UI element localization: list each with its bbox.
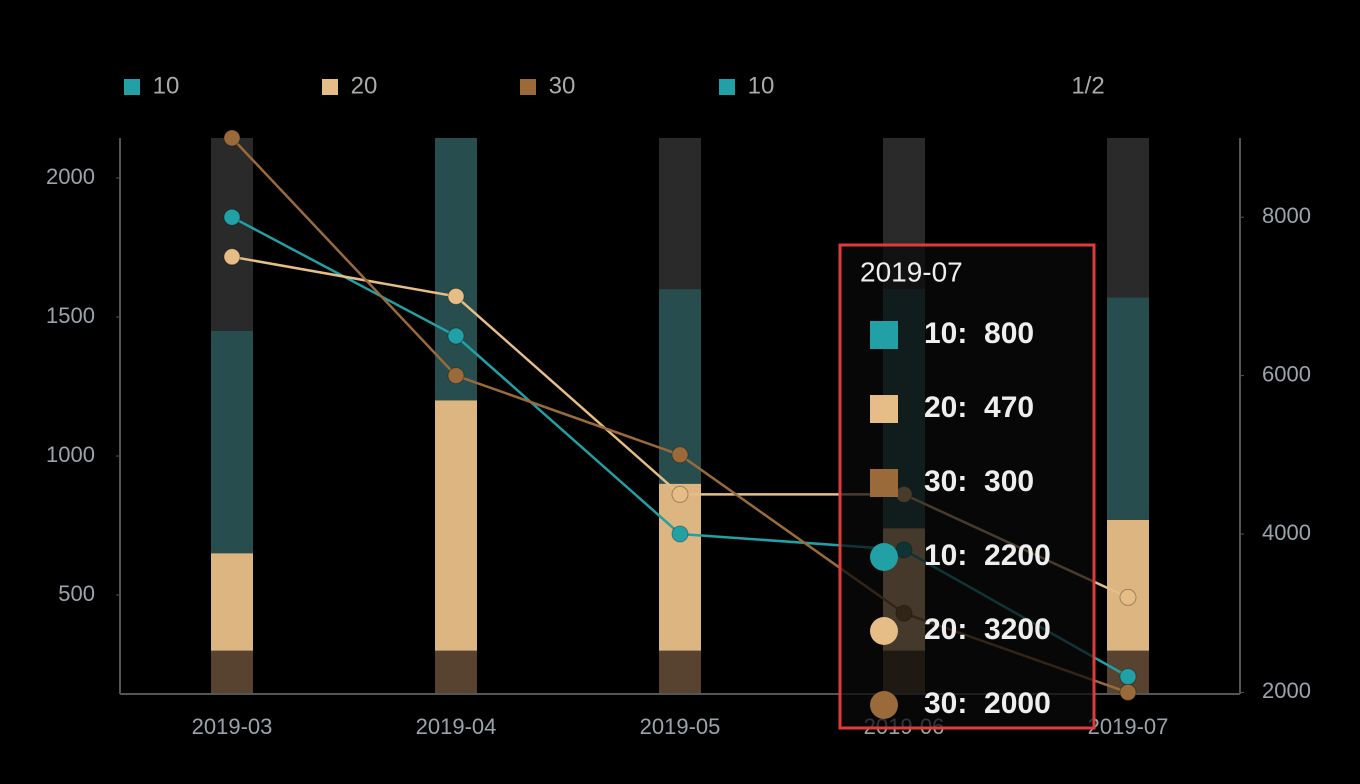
line-point xyxy=(447,287,465,305)
tooltip-icon xyxy=(870,691,898,719)
bar xyxy=(659,650,701,694)
bar xyxy=(1107,297,1149,520)
line-point xyxy=(223,208,241,226)
x-tick-label: 2019-07 xyxy=(1088,714,1169,739)
legend-label: 10 xyxy=(748,72,775,99)
x-tick-label: 2019-05 xyxy=(640,714,721,739)
bar xyxy=(659,483,701,651)
line-point xyxy=(447,327,465,345)
tooltip-icon xyxy=(870,395,898,423)
y-tick-label: 1000 xyxy=(46,442,95,467)
tooltip-entry: 10: 800 xyxy=(924,317,1034,350)
tooltip-entry: 10: 2200 xyxy=(924,539,1051,572)
bar xyxy=(211,650,253,694)
y-tick-label: 2000 xyxy=(46,164,95,189)
tooltip-title: 2019-07 xyxy=(860,256,963,287)
y2-tick-label: 6000 xyxy=(1262,361,1311,386)
line-point xyxy=(671,485,689,503)
legend-swatch xyxy=(322,79,338,95)
legend-swatch xyxy=(719,79,735,95)
line-point xyxy=(671,525,689,543)
legend-swatch xyxy=(520,79,536,95)
bar xyxy=(211,330,253,554)
legend-label: 20 xyxy=(351,72,378,99)
tooltip-entry: 30: 300 xyxy=(924,465,1034,498)
bar xyxy=(435,400,477,651)
legend-label: 30 xyxy=(549,72,576,99)
tooltip-entry: 20: 3200 xyxy=(924,613,1051,646)
bar xyxy=(435,138,477,401)
y-tick-label: 500 xyxy=(58,581,95,606)
legend-page[interactable]: 1/2 xyxy=(1071,72,1104,99)
y2-tick-label: 2000 xyxy=(1262,678,1311,703)
tooltip-entry: 30: 2000 xyxy=(924,687,1051,720)
tooltip-icon xyxy=(870,543,898,571)
y-tick-label: 1500 xyxy=(46,303,95,328)
x-tick-label: 2019-03 xyxy=(192,714,273,739)
line-point xyxy=(447,367,465,385)
line-point xyxy=(1119,668,1137,686)
tooltip-entry: 20: 470 xyxy=(924,391,1034,424)
x-tick-label: 2019-04 xyxy=(416,714,497,739)
y2-tick-label: 8000 xyxy=(1262,203,1311,228)
tooltip-icon xyxy=(870,321,898,349)
bar xyxy=(1107,519,1149,651)
tooltip-icon xyxy=(870,617,898,645)
line-point xyxy=(1119,588,1137,606)
bar xyxy=(435,650,477,694)
y2-tick-label: 4000 xyxy=(1262,520,1311,545)
line-point xyxy=(223,129,241,147)
bar xyxy=(211,553,253,651)
line-point xyxy=(671,446,689,464)
line-point xyxy=(1119,683,1137,701)
tooltip-icon xyxy=(870,469,898,497)
line-point xyxy=(223,248,241,266)
legend-swatch xyxy=(124,79,140,95)
legend-label: 10 xyxy=(153,72,180,99)
